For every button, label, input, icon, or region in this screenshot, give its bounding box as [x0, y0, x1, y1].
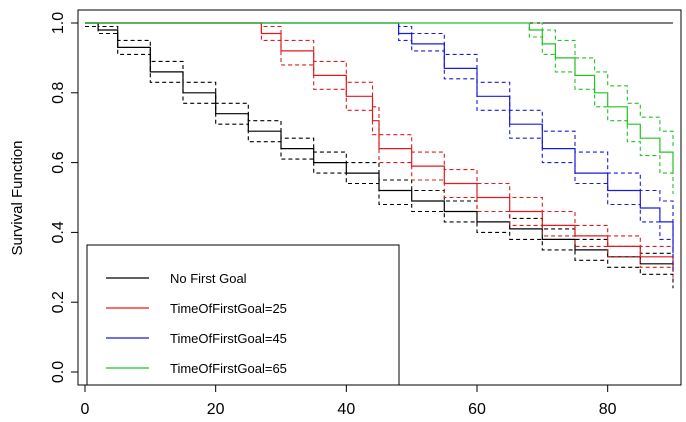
series-timeoffirstgoal-65-line — [85, 22, 674, 174]
x-tick-label: 60 — [468, 401, 486, 418]
y-tick-label: 0.4 — [50, 221, 67, 243]
series-timeoffirstgoal-65-lower-band — [85, 22, 674, 194]
legend-label-timeoffirstgoal-25: TimeOfFirstGoal=25 — [170, 301, 287, 316]
series-timeoffirstgoal-65 — [85, 22, 674, 194]
legend: No First Goal TimeOfFirstGoal=25 TimeOfFir… — [86, 244, 400, 386]
legend-box — [86, 244, 400, 386]
y-tick-label: 0.6 — [50, 151, 67, 173]
series-timeoffirstgoal-25 — [85, 22, 674, 278]
series-timeoffirstgoal-45-upper-band — [85, 22, 674, 236]
legend-label-no-first-goal: No First Goal — [170, 271, 247, 286]
series-timeoffirstgoal-25-line — [85, 22, 674, 268]
series-no-first-goal-line — [85, 22, 674, 271]
x-tick-label: 20 — [207, 401, 225, 418]
y-tick-label: 1.0 — [50, 12, 67, 34]
legend-label-timeoffirstgoal-65: TimeOfFirstGoal=65 — [170, 361, 287, 376]
y-axis-title: Survival Function — [9, 140, 26, 255]
y-tick-label: 0.0 — [50, 361, 67, 383]
x-tick-label: 40 — [337, 401, 355, 418]
x-tick-label: 0 — [81, 401, 90, 418]
series-timeoffirstgoal-45-lower-band — [85, 22, 674, 271]
series-timeoffirstgoal-45-line — [85, 22, 674, 254]
y-tick-label: 0.8 — [50, 82, 67, 104]
legend-label-timeoffirstgoal-45: TimeOfFirstGoal=45 — [170, 331, 287, 346]
y-tick-label: 0.2 — [50, 291, 67, 313]
series-timeoffirstgoal-25-upper-band — [85, 22, 674, 257]
x-tick-label: 80 — [599, 401, 617, 418]
plot-area — [85, 22, 674, 289]
series-timeoffirstgoal-45 — [85, 22, 674, 271]
series-timeoffirstgoal-25-lower-band — [85, 22, 674, 278]
